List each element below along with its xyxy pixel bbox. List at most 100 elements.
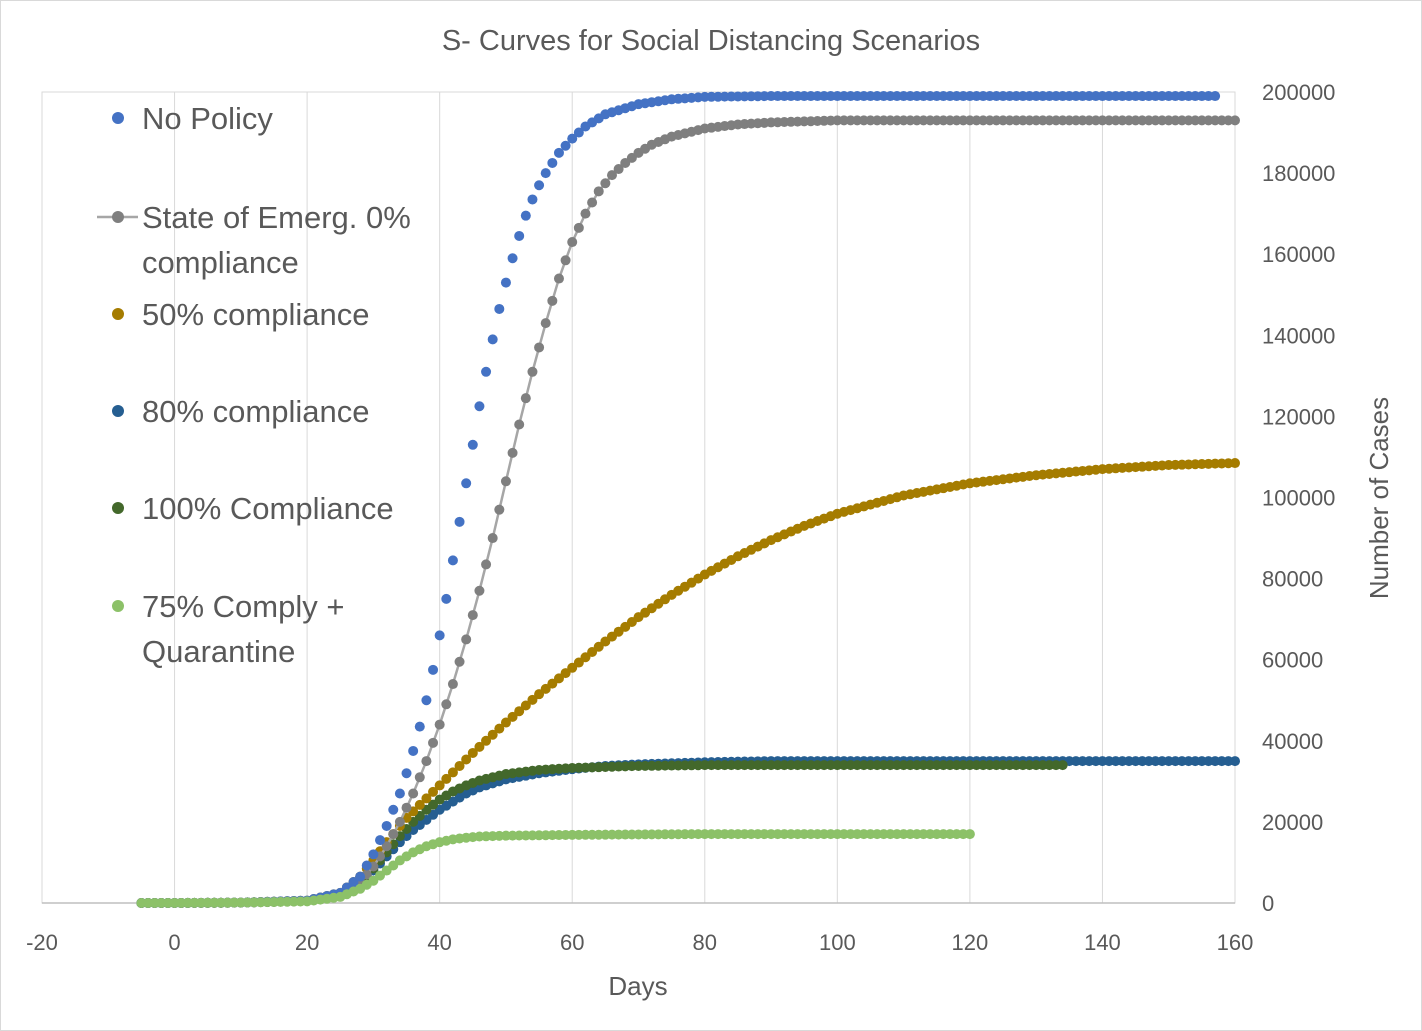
data-point	[553, 273, 564, 284]
data-point	[481, 559, 492, 570]
data-point	[500, 717, 511, 728]
data-point	[514, 230, 525, 241]
data-point	[467, 439, 478, 450]
x-tick-label: 20	[295, 930, 319, 955]
data-point	[421, 793, 432, 804]
data-point	[1057, 760, 1068, 771]
data-point	[507, 253, 518, 264]
series-5	[136, 829, 975, 908]
x-tick-label: 160	[1217, 930, 1254, 955]
data-point	[613, 164, 624, 175]
data-point	[600, 178, 611, 189]
data-point	[441, 593, 452, 604]
data-point	[361, 860, 372, 871]
y-tick-label: 80000	[1262, 567, 1323, 592]
x-axis-label: Days	[608, 971, 667, 1001]
x-tick-label: 40	[427, 930, 451, 955]
data-point	[447, 767, 458, 778]
x-tick-label: 120	[952, 930, 989, 955]
y-tick-label: 180000	[1262, 161, 1335, 186]
data-point	[500, 277, 511, 288]
data-point	[540, 318, 551, 329]
x-tick-label: -20	[26, 930, 58, 955]
data-point	[487, 533, 498, 544]
y-tick-label: 20000	[1262, 810, 1323, 835]
legend-marker	[112, 405, 124, 417]
data-point	[454, 656, 465, 667]
legend-item: 100% Compliance	[112, 491, 394, 526]
legend-item: No Policy	[112, 101, 273, 136]
plot-area: -20 0 20 40 60 80 100 120 140 160 0 20000 40000 60000…	[26, 80, 1335, 955]
data-point	[1210, 91, 1221, 102]
legend-marker	[112, 502, 124, 514]
data-point	[593, 186, 604, 197]
data-point	[454, 516, 465, 527]
data-point	[1230, 756, 1240, 767]
data-point	[421, 756, 432, 767]
data-point	[368, 849, 379, 860]
data-point	[408, 788, 419, 799]
data-point	[401, 802, 412, 813]
x-tick-label: 100	[819, 930, 856, 955]
data-point	[474, 585, 485, 596]
data-point	[355, 871, 366, 882]
data-point	[547, 295, 558, 306]
data-point	[375, 835, 386, 846]
data-point	[527, 366, 538, 377]
data-point	[964, 829, 975, 840]
x-tick-label: 80	[693, 930, 717, 955]
data-point	[381, 841, 392, 852]
data-point	[388, 804, 399, 815]
data-point	[1230, 115, 1240, 126]
y-tick-label: 40000	[1262, 729, 1323, 754]
data-point	[441, 773, 452, 784]
data-point	[487, 334, 498, 345]
y-tick-label: 100000	[1262, 486, 1335, 511]
legend-label: 75% Comply +	[142, 589, 344, 624]
data-point	[527, 694, 538, 705]
legend-marker	[112, 600, 124, 612]
data-point	[408, 745, 419, 756]
legend-item: 80% compliance	[112, 394, 369, 429]
legend-label: 50% compliance	[142, 297, 369, 332]
data-point	[428, 737, 439, 748]
legend-label: No Policy	[142, 101, 273, 136]
data-point	[474, 741, 485, 752]
data-point	[527, 194, 538, 205]
data-point	[428, 664, 439, 675]
data-point	[580, 208, 591, 219]
data-point	[547, 157, 558, 168]
data-point	[428, 786, 439, 797]
data-point	[461, 754, 472, 765]
data-point	[567, 237, 578, 248]
data-point	[414, 799, 425, 810]
series-layer	[136, 91, 1240, 908]
legend-label-continued: Quarantine	[142, 634, 295, 669]
data-point	[441, 699, 452, 710]
data-point	[447, 555, 458, 566]
data-point	[606, 170, 617, 181]
data-point	[494, 303, 505, 314]
data-point	[394, 788, 405, 799]
data-point	[534, 180, 545, 191]
data-point	[1230, 458, 1240, 469]
data-point	[394, 816, 405, 827]
data-point	[481, 735, 492, 746]
data-point	[388, 829, 399, 840]
data-point	[461, 634, 472, 645]
y-tick-label: 120000	[1262, 404, 1335, 429]
data-point	[434, 780, 445, 791]
data-point	[434, 719, 445, 730]
legend-label: 100% Compliance	[142, 491, 394, 526]
data-point	[454, 760, 465, 771]
x-tick-label: 60	[560, 930, 584, 955]
data-point	[560, 140, 571, 151]
data-point	[520, 393, 531, 404]
data-point	[481, 366, 492, 377]
legend-marker	[112, 112, 124, 124]
y-tick-label: 200000	[1262, 80, 1335, 105]
data-point	[587, 197, 598, 208]
data-point	[573, 222, 584, 233]
data-point	[500, 476, 511, 487]
